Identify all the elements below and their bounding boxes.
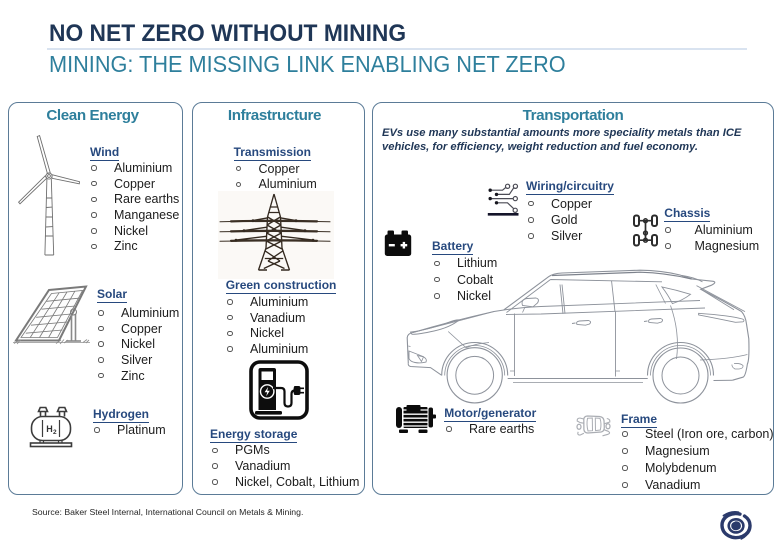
svg-text:H: H [46, 424, 53, 434]
svg-text:2: 2 [53, 429, 57, 436]
